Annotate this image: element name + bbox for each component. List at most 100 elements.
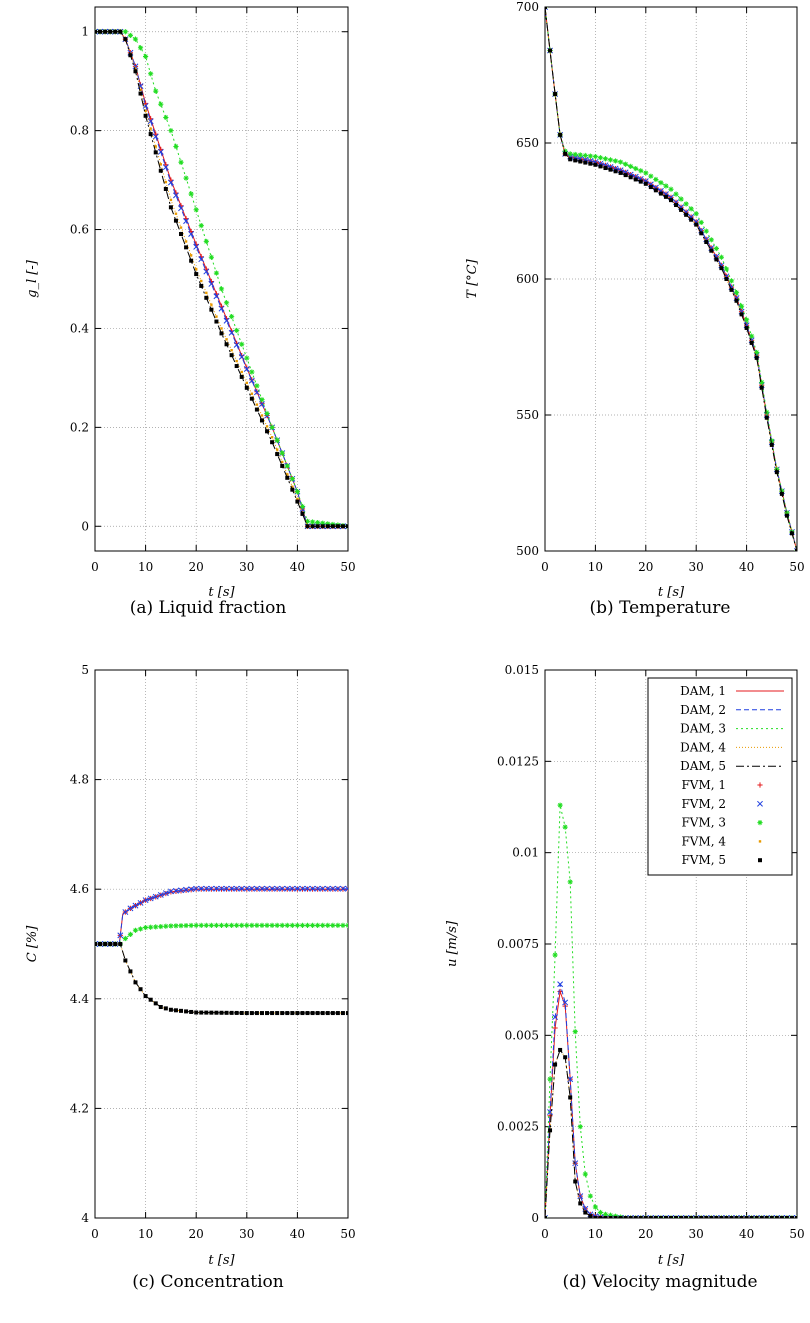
- y-tick-label: 650: [516, 136, 539, 150]
- data-point: [122, 935, 128, 942]
- data-point: [248, 377, 255, 384]
- data-point: [250, 392, 254, 395]
- data-point: [346, 524, 348, 529]
- data-point: [128, 53, 133, 58]
- series-line-dam-4: [545, 1048, 797, 1218]
- data-point: [602, 156, 609, 162]
- data-point: [98, 29, 103, 34]
- data-point: [224, 342, 229, 347]
- series-line-dam-1: [95, 31, 348, 527]
- data-point: [279, 922, 285, 928]
- data-point: [152, 133, 159, 140]
- data-point: [694, 1216, 699, 1218]
- data-point: [143, 924, 149, 931]
- data-point: [269, 885, 276, 892]
- data-point: [184, 245, 189, 250]
- data-point: [325, 521, 331, 527]
- data-point: [280, 1011, 285, 1016]
- x-tick-label: 0: [541, 1227, 549, 1241]
- data-point: [320, 1011, 325, 1016]
- x-tick-label: 20: [189, 560, 204, 574]
- data-point: [238, 885, 245, 892]
- data-point: [253, 885, 260, 892]
- x-tick-label: 50: [340, 1227, 355, 1241]
- y-tick-label: 700: [516, 0, 539, 14]
- data-point: [325, 922, 331, 928]
- data-point: [572, 1160, 579, 1167]
- data-point: [259, 885, 265, 892]
- data-point: [178, 887, 184, 894]
- legend-marker-swatch: [757, 800, 763, 807]
- data-point: [183, 218, 190, 225]
- data-point: [254, 1011, 259, 1016]
- data-point: [784, 1216, 789, 1218]
- x-tick-label: 10: [138, 560, 153, 574]
- data-point: [592, 1204, 598, 1210]
- y-axis-label: C [%]: [25, 925, 40, 963]
- data-point: [143, 100, 149, 107]
- data-point: [329, 885, 336, 892]
- data-point: [199, 1010, 204, 1015]
- data-point: [699, 231, 704, 236]
- y-tick-label: 0.2: [70, 420, 89, 434]
- data-point: [223, 300, 230, 306]
- y-tick-label: 0.8: [70, 124, 89, 138]
- data-point: [153, 88, 159, 94]
- data-point: [684, 1216, 689, 1218]
- y-tick-label: 0.0125: [497, 754, 539, 768]
- data-point: [198, 922, 204, 928]
- data-point: [744, 325, 749, 330]
- data-point: [280, 463, 285, 468]
- data-point: [623, 173, 628, 178]
- x-axis-label: t [s]: [208, 585, 235, 600]
- data-point: [759, 385, 764, 390]
- series-markers-fvm-2: [95, 28, 348, 530]
- data-point: [159, 163, 162, 166]
- data-point: [284, 922, 290, 928]
- data-point: [158, 168, 163, 173]
- data-point: [215, 315, 218, 318]
- data-point: [95, 942, 97, 946]
- data-point: [275, 452, 280, 457]
- legend-entry-label: FVM, 5: [681, 853, 726, 867]
- data-point: [193, 922, 199, 928]
- data-point: [588, 161, 593, 166]
- data-point: [183, 175, 189, 181]
- data-point: [219, 331, 224, 336]
- data-point: [200, 279, 203, 283]
- data-point: [188, 191, 194, 197]
- data-point: [290, 1011, 295, 1016]
- data-point: [173, 887, 179, 894]
- data-point: [774, 1216, 779, 1218]
- y-tick-label: 550: [516, 408, 539, 422]
- series-markers-fvm-1: [545, 988, 797, 1218]
- data-point: [668, 186, 674, 192]
- data-point: [203, 238, 209, 245]
- data-point: [295, 499, 300, 504]
- data-point: [173, 192, 179, 199]
- data-point: [718, 254, 724, 260]
- data-point: [296, 497, 299, 501]
- data-point: [573, 1179, 578, 1184]
- data-point: [739, 1216, 744, 1218]
- series-line-dam-1: [95, 888, 348, 945]
- data-point: [562, 148, 568, 154]
- data-point: [764, 415, 769, 420]
- data-point: [304, 885, 311, 892]
- data-point: [673, 191, 679, 197]
- data-point: [335, 922, 341, 928]
- data-point: [663, 183, 669, 189]
- data-point: [153, 924, 159, 930]
- data-point: [330, 922, 336, 928]
- data-point: [714, 1216, 719, 1218]
- legend-box: [647, 677, 793, 876]
- data-point: [158, 101, 164, 107]
- data-point: [193, 243, 200, 250]
- data-point: [340, 1011, 345, 1016]
- data-point: [168, 923, 174, 929]
- y-tick-label: 500: [516, 544, 539, 558]
- series-line-dam-3: [95, 31, 348, 527]
- data-point: [223, 885, 230, 892]
- data-point: [208, 280, 215, 287]
- y-tick-label: 600: [516, 272, 539, 286]
